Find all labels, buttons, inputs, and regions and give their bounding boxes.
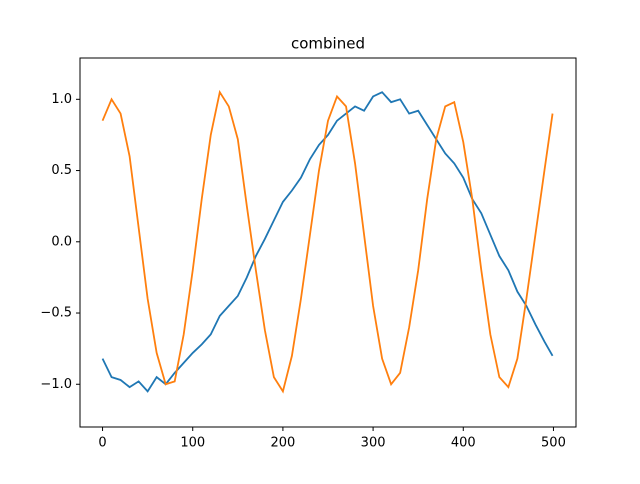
x-tick-label: 400: [451, 436, 476, 451]
x-tick-label: 500: [541, 436, 566, 451]
line-series: [101, 89, 554, 394]
y-tick-label: 1.0: [51, 92, 72, 107]
y-tick-label: −0.5: [40, 306, 72, 321]
y-tick-label: 0.0: [51, 234, 72, 249]
line-series: [101, 91, 554, 393]
x-tick-label: 300: [361, 436, 386, 451]
y-tick-label: −1.0: [40, 377, 72, 392]
y-tick-label: 0.5: [51, 163, 72, 178]
x-tick-label: 100: [180, 436, 205, 451]
x-tick-label: 200: [270, 436, 295, 451]
chart-title: combined: [291, 35, 365, 53]
x-tick-label: 0: [98, 436, 106, 451]
plot-frame: [79, 57, 577, 428]
